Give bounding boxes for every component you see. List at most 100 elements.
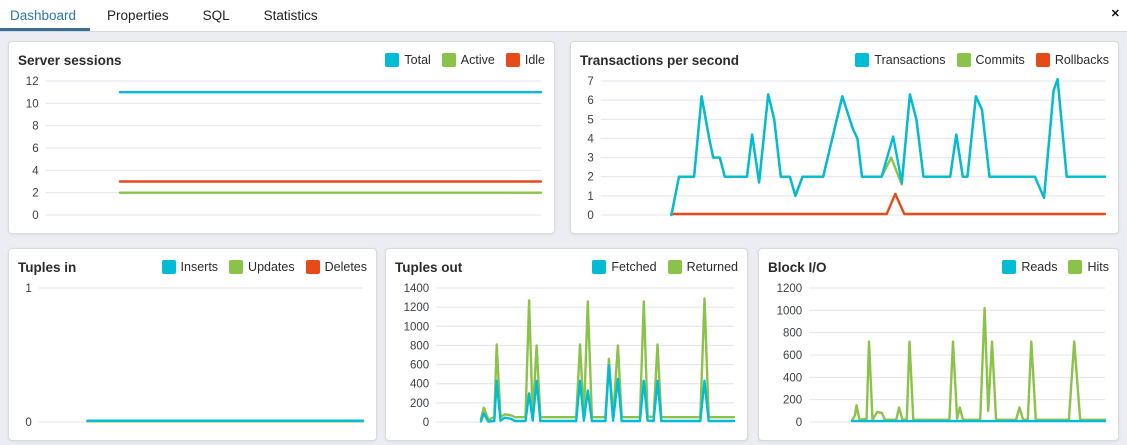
legend-swatch-commits	[956, 53, 971, 67]
y-tick-label: 7	[587, 76, 593, 88]
legend-swatch-idle	[505, 53, 520, 67]
legend-item-transactions: Transactions	[855, 53, 946, 67]
y-tick-label: 400	[783, 372, 802, 384]
series-line-hits	[850, 306, 1107, 422]
legend-swatch-inserts	[161, 260, 176, 274]
legend-label: Fetched	[611, 260, 657, 274]
chart-plot: 0 200 400 600 800 1000 1200	[768, 278, 1109, 436]
tab-statistics[interactable]: Statistics	[263, 8, 318, 23]
y-tick-label: 6	[32, 143, 38, 155]
legend-label: Total	[404, 53, 431, 67]
y-tick-label: 12	[26, 76, 39, 88]
tab-dashboard[interactable]: Dashboard	[0, 0, 91, 31]
y-tick-label: 600	[410, 360, 429, 372]
y-tick-label: 1	[25, 283, 31, 295]
y-tick-label: 200	[410, 398, 429, 410]
series-line-rollbacks	[670, 192, 1107, 216]
legend-swatch-hits	[1068, 260, 1083, 274]
y-tick-label: 0	[796, 417, 802, 429]
tab-properties[interactable]: Properties	[107, 8, 169, 23]
y-tick-label: 2	[32, 188, 38, 200]
legend-label: Hits	[1087, 260, 1109, 274]
legend-swatch-rollbacks	[1035, 53, 1050, 67]
legend-label: Transactions	[874, 53, 946, 67]
legend-item-active: Active	[441, 53, 495, 67]
chart-canvas: 0 200 400 600 800 1000 1200	[777, 283, 1107, 429]
y-tick-label: 800	[410, 340, 429, 352]
chart-plot: 0 2 4 6 8 10 12	[18, 71, 545, 229]
legend-swatch-fetched	[592, 260, 607, 274]
y-tick-label: 0	[32, 210, 38, 222]
close-icon[interactable]: ✕	[1110, 8, 1120, 20]
panel-block-io: Block I/O Reads Hits 0 200 400 600 800 1000 120…	[758, 248, 1119, 441]
legend-label: Active	[460, 53, 495, 67]
panel-tuples-out: Tuples out Fetched Returned 0 200 400 600 800…	[385, 248, 748, 441]
panel-header: Tuples in Inserts Updates Deletes	[18, 256, 367, 278]
y-tick-label: 400	[410, 379, 429, 391]
series-line-commits	[670, 77, 1107, 217]
legend-item-inserts: Inserts	[161, 260, 218, 274]
legend-swatch-transactions	[855, 53, 870, 67]
legend-item-hits: Hits	[1068, 260, 1109, 274]
chart-legend: Reads Hits	[1002, 260, 1109, 274]
panel-title: Server sessions	[18, 52, 122, 68]
tab-bar: Dashboard Properties SQL Statistics ✕	[0, 0, 1127, 32]
panel-header: Transactions per second Transactions Comm…	[580, 49, 1109, 71]
legend-item-fetched: Fetched	[592, 260, 657, 274]
chart-canvas: 01	[25, 283, 365, 429]
legend-swatch-returned	[667, 260, 682, 274]
legend-swatch-active	[441, 53, 456, 67]
legend-label: Updates	[248, 260, 295, 274]
panel-header: Server sessions Total Active Idle	[18, 49, 545, 71]
y-tick-label: 1200	[777, 283, 803, 295]
y-tick-label: 0	[587, 210, 593, 222]
chart-plot: 0 200 400 600 800 1000 1200 1400	[395, 278, 738, 436]
panel-header: Tuples out Fetched Returned	[395, 256, 738, 278]
legend-swatch-deletes	[305, 260, 320, 274]
y-tick-label: 200	[783, 395, 802, 407]
y-tick-label: 1	[587, 191, 593, 203]
y-tick-label: 1200	[404, 302, 430, 314]
chart-legend: Total Active Idle	[385, 53, 545, 67]
series-line-transactions	[670, 77, 1107, 217]
legend-label: Deletes	[324, 260, 367, 274]
y-tick-label: 5	[587, 114, 593, 126]
legend-item-total: Total	[385, 53, 431, 67]
legend-item-returned: Returned	[667, 260, 738, 274]
panel-header: Block I/O Reads Hits	[768, 256, 1109, 278]
tab-sql[interactable]: SQL	[202, 8, 230, 23]
y-tick-label: 6	[587, 95, 593, 107]
panel-title: Tuples in	[18, 259, 77, 275]
legend-swatch-reads	[1002, 260, 1017, 274]
panel-transactions-per-second: Transactions per second Transactions Comm…	[570, 41, 1119, 234]
y-tick-label: 2	[587, 172, 593, 184]
y-tick-label: 0	[423, 417, 429, 429]
y-tick-label: 600	[783, 350, 802, 362]
legend-item-rollbacks: Rollbacks	[1035, 53, 1109, 67]
series-line-fetched	[479, 364, 736, 423]
y-tick-label: 0	[25, 417, 31, 429]
y-tick-label: 1000	[404, 321, 430, 333]
y-tick-label: 4	[587, 133, 594, 145]
series-line-returned	[479, 297, 736, 421]
panel-title: Transactions per second	[580, 52, 740, 68]
chart-canvas: 0 200 400 600 800 1000 1200 1400	[404, 283, 736, 429]
y-tick-label: 8	[32, 121, 38, 133]
chart-plot: 0 1 2 3 4 5 6 7	[580, 71, 1109, 229]
legend-label: Commits	[975, 53, 1025, 67]
panel-server-sessions: Server sessions Total Active Idle 0 2 4 6 8 10 1…	[8, 41, 555, 234]
legend-label: Idle	[524, 53, 545, 67]
legend-label: Rollbacks	[1054, 53, 1109, 67]
y-tick-label: 4	[32, 165, 39, 177]
legend-label: Returned	[686, 260, 738, 274]
chart-canvas: 0 1 2 3 4 5 6 7	[587, 76, 1107, 222]
chart-legend: Inserts Updates Deletes	[161, 260, 367, 274]
dashboard-row-1: Server sessions Total Active Idle 0 2 4 6 8 10 1…	[8, 41, 1119, 234]
chart-legend: Fetched Returned	[592, 260, 738, 274]
legend-swatch-updates	[229, 260, 244, 274]
panel-title: Block I/O	[768, 259, 827, 275]
legend-swatch-total	[385, 53, 400, 67]
